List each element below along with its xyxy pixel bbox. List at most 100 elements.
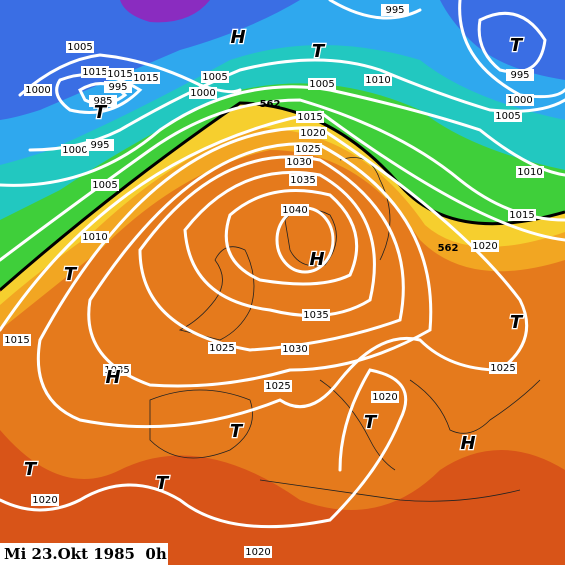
- caption: Mi 23.Okt 1985 0h: [4, 545, 167, 563]
- caption-box: [0, 543, 168, 565]
- isobar-label-bg: [81, 231, 109, 243]
- isobar-label-bg: [189, 87, 217, 99]
- pressure-center: H: [230, 27, 245, 48]
- isobar: [18, 53, 242, 97]
- isobar-label-bg: [371, 391, 399, 403]
- isobar: [0, 368, 408, 529]
- isobar-label-bg: [508, 209, 536, 221]
- pressure-center: T: [24, 459, 38, 480]
- isobar-label-bg: [104, 81, 132, 93]
- coastline: [149, 389, 253, 459]
- isobar-label-bg: [281, 343, 309, 355]
- isobar-label-bg: [308, 78, 336, 90]
- pressure-center: H: [460, 433, 475, 454]
- isobar-label-bg: [494, 110, 522, 122]
- isobar-label: 1000: [190, 88, 215, 99]
- isobar-label: 1035: [290, 175, 315, 186]
- pressure-center: T: [510, 35, 524, 56]
- isobar: [477, 11, 547, 74]
- isobar-label-bg: [294, 143, 322, 155]
- isobar: [328, 0, 422, 20]
- isobar-label-bg: [3, 334, 31, 346]
- isobar-label: 1000: [507, 95, 532, 106]
- isobar-label: 1035: [303, 310, 328, 321]
- isobar-label: 1020: [300, 128, 325, 139]
- isobar-label-bg: [81, 66, 109, 78]
- isobar-label: 1000: [25, 85, 50, 96]
- isobar-label: 1010: [517, 167, 542, 178]
- pressure-center: T: [510, 312, 524, 333]
- isobar-label-bg: [66, 41, 94, 53]
- pressure-center: T: [230, 421, 244, 442]
- coastline: [259, 479, 521, 502]
- isobar-label-bg: [506, 94, 534, 106]
- isobar-label-bg: [381, 4, 409, 16]
- isobar-label: 995: [385, 5, 404, 16]
- isobar-label-bg: [516, 166, 544, 178]
- isobar-label: 1020: [372, 392, 397, 403]
- isobar-label: 1005: [67, 42, 92, 53]
- isobar-label: 1025: [209, 343, 234, 354]
- isobar-label-bg: [264, 380, 292, 392]
- field-yellow-orange: [0, 105, 565, 330]
- coastline: [178, 246, 255, 341]
- isobar-label: 1020: [32, 495, 57, 506]
- isobar-label: 995: [90, 140, 109, 151]
- isobar-label: 1005: [202, 72, 227, 83]
- isobar-label-bg: [91, 179, 119, 191]
- geopotential-label: 562: [438, 243, 459, 254]
- isobar-label-bg: [132, 72, 160, 84]
- isobar-label: 1005: [92, 180, 117, 191]
- pressure-center: T: [156, 473, 170, 494]
- isobar-label: 995: [108, 82, 127, 93]
- isobar-label-bg: [31, 494, 59, 506]
- coastline: [339, 157, 391, 261]
- isobar-label-bg: [281, 204, 309, 216]
- coastline: [319, 379, 396, 471]
- pressure-center: T: [364, 412, 378, 433]
- isobar-label-bg: [296, 111, 324, 123]
- pressure-center: T: [312, 41, 326, 62]
- isobar-label: 1025: [490, 363, 515, 374]
- isobar-label-bg: [24, 84, 52, 96]
- isobar-label-bg: [103, 364, 131, 376]
- isobar-label: 1025: [295, 144, 320, 155]
- labels: 1005 1015 1015 1015 995 985 1000 1000 995 1005 100…: [3, 4, 544, 558]
- geopotential-label: 562: [260, 99, 281, 110]
- isobar-label-bg: [201, 71, 229, 83]
- isobar-label-bg: [302, 309, 330, 321]
- isobar-label-bg: [489, 362, 517, 374]
- isobar-label-bg: [244, 546, 272, 558]
- isobar-label: 1020: [472, 241, 497, 252]
- isobar-label: 995: [510, 70, 529, 81]
- pressure-center: H: [309, 249, 324, 270]
- isobar-label-bg: [289, 174, 317, 186]
- isobar-label-bg: [208, 342, 236, 354]
- isobar-label: 1020: [245, 547, 270, 558]
- isobar-label-bg: [471, 240, 499, 252]
- isobar-label: 1015: [297, 112, 322, 123]
- isobar-label-bg: [506, 69, 534, 81]
- field-blue-ne: [440, 0, 565, 80]
- isobar-label-bg: [364, 74, 392, 86]
- isobar-label: 1030: [286, 157, 311, 168]
- isobar-label: 1015: [4, 335, 29, 346]
- isobar-label: 1005: [495, 111, 520, 122]
- isobar-label: 1030: [282, 344, 307, 355]
- isobar-label: 1010: [82, 232, 107, 243]
- isobar: [28, 58, 565, 152]
- isobar: [36, 126, 529, 429]
- isobar-label: 1035: [104, 365, 129, 376]
- coastline: [409, 379, 541, 434]
- isobar: [224, 189, 359, 286]
- isobar-label: 1005: [309, 79, 334, 90]
- isobar-label-bg: [89, 95, 117, 107]
- isobar-label: 1025: [265, 381, 290, 392]
- pressure-center: T: [94, 102, 108, 123]
- isobar-label-bg: [285, 156, 313, 168]
- isobar-label: 1015: [133, 73, 158, 84]
- isobar-label-bg: [106, 68, 134, 80]
- isobar-label: 985: [93, 96, 112, 107]
- isobar: [138, 155, 405, 352]
